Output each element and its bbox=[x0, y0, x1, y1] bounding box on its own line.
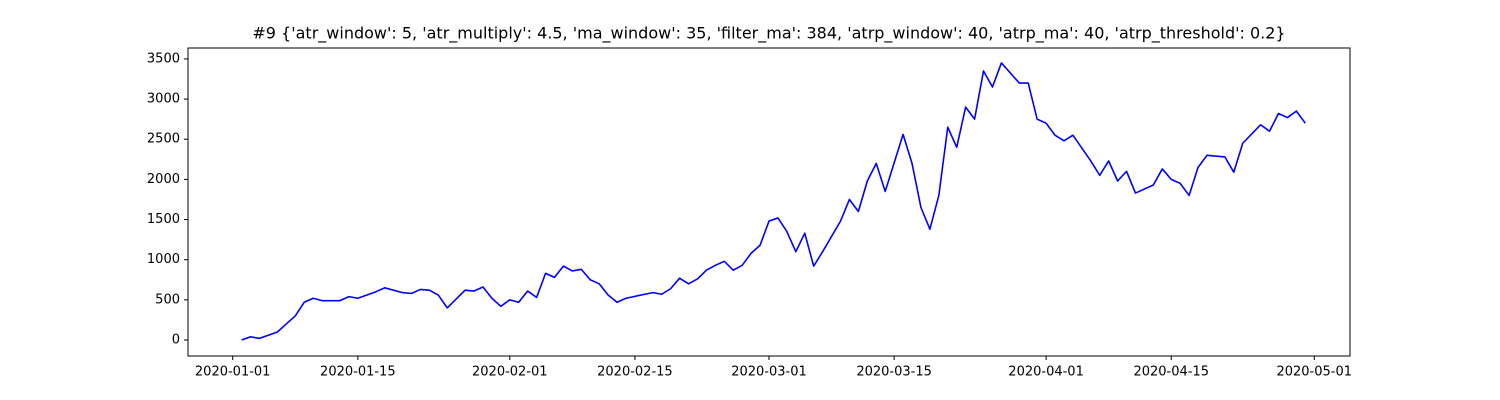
chart-title: #9 {'atr_window': 5, 'atr_multiply': 4.5… bbox=[252, 24, 1285, 44]
y-tick-label: 2000 bbox=[147, 172, 180, 187]
y-tick-label: 500 bbox=[155, 292, 180, 307]
plot-frame bbox=[187, 47, 1351, 357]
y-tick-label: 2500 bbox=[147, 132, 180, 147]
x-tick-label: 2020-04-15 bbox=[1133, 365, 1209, 380]
x-tick-label: 2020-05-01 bbox=[1276, 365, 1352, 380]
y-tick-label: 3000 bbox=[147, 92, 180, 107]
data-line bbox=[241, 62, 1306, 341]
x-tick-label: 2020-02-15 bbox=[597, 365, 673, 380]
x-tick-label: 2020-04-01 bbox=[1008, 365, 1084, 380]
x-tick-label: 2020-03-01 bbox=[731, 365, 807, 380]
x-tick-label: 2020-01-01 bbox=[195, 365, 271, 380]
x-tick-label: 2020-03-15 bbox=[856, 365, 932, 380]
y-tick-label: 1000 bbox=[147, 252, 180, 267]
y-tick-label: 3500 bbox=[147, 51, 180, 66]
y-tick-label: 0 bbox=[172, 333, 180, 348]
y-tick-label: 1500 bbox=[147, 212, 180, 227]
x-tick-label: 2020-01-15 bbox=[320, 365, 396, 380]
x-tick-label: 2020-02-01 bbox=[472, 365, 548, 380]
